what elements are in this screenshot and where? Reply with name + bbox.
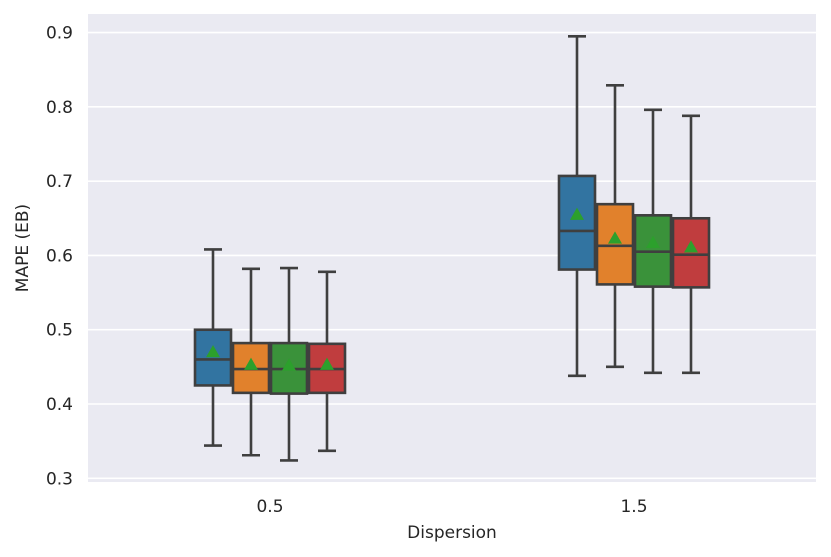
x-tick-label: 0.5 <box>256 497 283 517</box>
mean-marker <box>608 231 622 244</box>
mean-marker <box>282 358 296 371</box>
box-group <box>269 266 309 462</box>
y-tick-label: 0.5 <box>46 321 73 341</box>
box-iqr <box>671 216 711 289</box>
mean-marker <box>244 357 258 370</box>
box-iqr <box>193 328 233 387</box>
box-group <box>307 270 347 453</box>
y-tick-label: 0.9 <box>46 24 73 44</box>
mean-marker <box>570 207 584 220</box>
box-iqr <box>557 174 597 271</box>
box-iqr <box>595 202 635 286</box>
mean-marker <box>684 240 698 253</box>
y-axis-label: MAPE (EB) <box>13 204 33 292</box>
y-tick-label: 0.3 <box>46 469 73 489</box>
y-tick-label: 0.7 <box>46 172 73 192</box>
x-tick-label: 1.5 <box>620 497 647 517</box>
x-tick-labels: 0.5 1.5 <box>256 497 647 517</box>
mean-marker <box>320 357 334 370</box>
box-group <box>595 84 635 369</box>
y-tick-label: 0.8 <box>46 98 73 118</box>
box-group <box>193 248 233 447</box>
mean-marker <box>646 235 660 249</box>
x-axis-label: Dispersion <box>407 523 497 543</box>
box-group <box>671 114 711 375</box>
y-tick-label: 0.6 <box>46 246 73 266</box>
box-group <box>231 267 271 457</box>
boxes <box>193 34 711 462</box>
mean-marker <box>206 345 220 358</box>
box-group <box>633 108 673 375</box>
box-group <box>557 34 597 378</box>
y-tick-label: 0.4 <box>46 395 73 415</box>
y-tick-labels: 0.3 0.4 0.5 0.6 0.7 0.8 0.9 <box>46 24 73 490</box>
